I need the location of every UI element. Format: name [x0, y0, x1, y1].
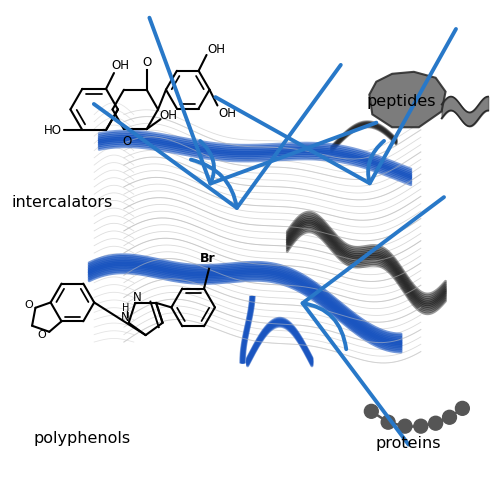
Text: Br: Br	[200, 252, 216, 265]
Polygon shape	[370, 72, 446, 127]
Circle shape	[442, 410, 456, 424]
Text: N: N	[122, 311, 130, 324]
Circle shape	[456, 401, 469, 415]
Text: N: N	[133, 291, 141, 304]
Text: polyphenols: polyphenols	[33, 431, 130, 446]
Circle shape	[364, 404, 378, 418]
Text: OH: OH	[160, 109, 178, 122]
Circle shape	[381, 415, 395, 429]
Text: O: O	[37, 330, 46, 340]
Text: OH: OH	[218, 107, 236, 120]
Circle shape	[428, 416, 442, 430]
Text: intercalators: intercalators	[12, 195, 112, 210]
Text: HO: HO	[44, 124, 62, 136]
Text: O: O	[24, 300, 33, 310]
Text: O: O	[122, 134, 132, 147]
Text: OH: OH	[111, 59, 129, 72]
Text: proteins: proteins	[376, 436, 441, 451]
Text: O: O	[142, 55, 152, 69]
Circle shape	[414, 419, 428, 433]
Text: H: H	[122, 303, 130, 313]
Text: OH: OH	[208, 42, 226, 55]
Circle shape	[398, 419, 412, 433]
Text: peptides: peptides	[366, 94, 436, 109]
